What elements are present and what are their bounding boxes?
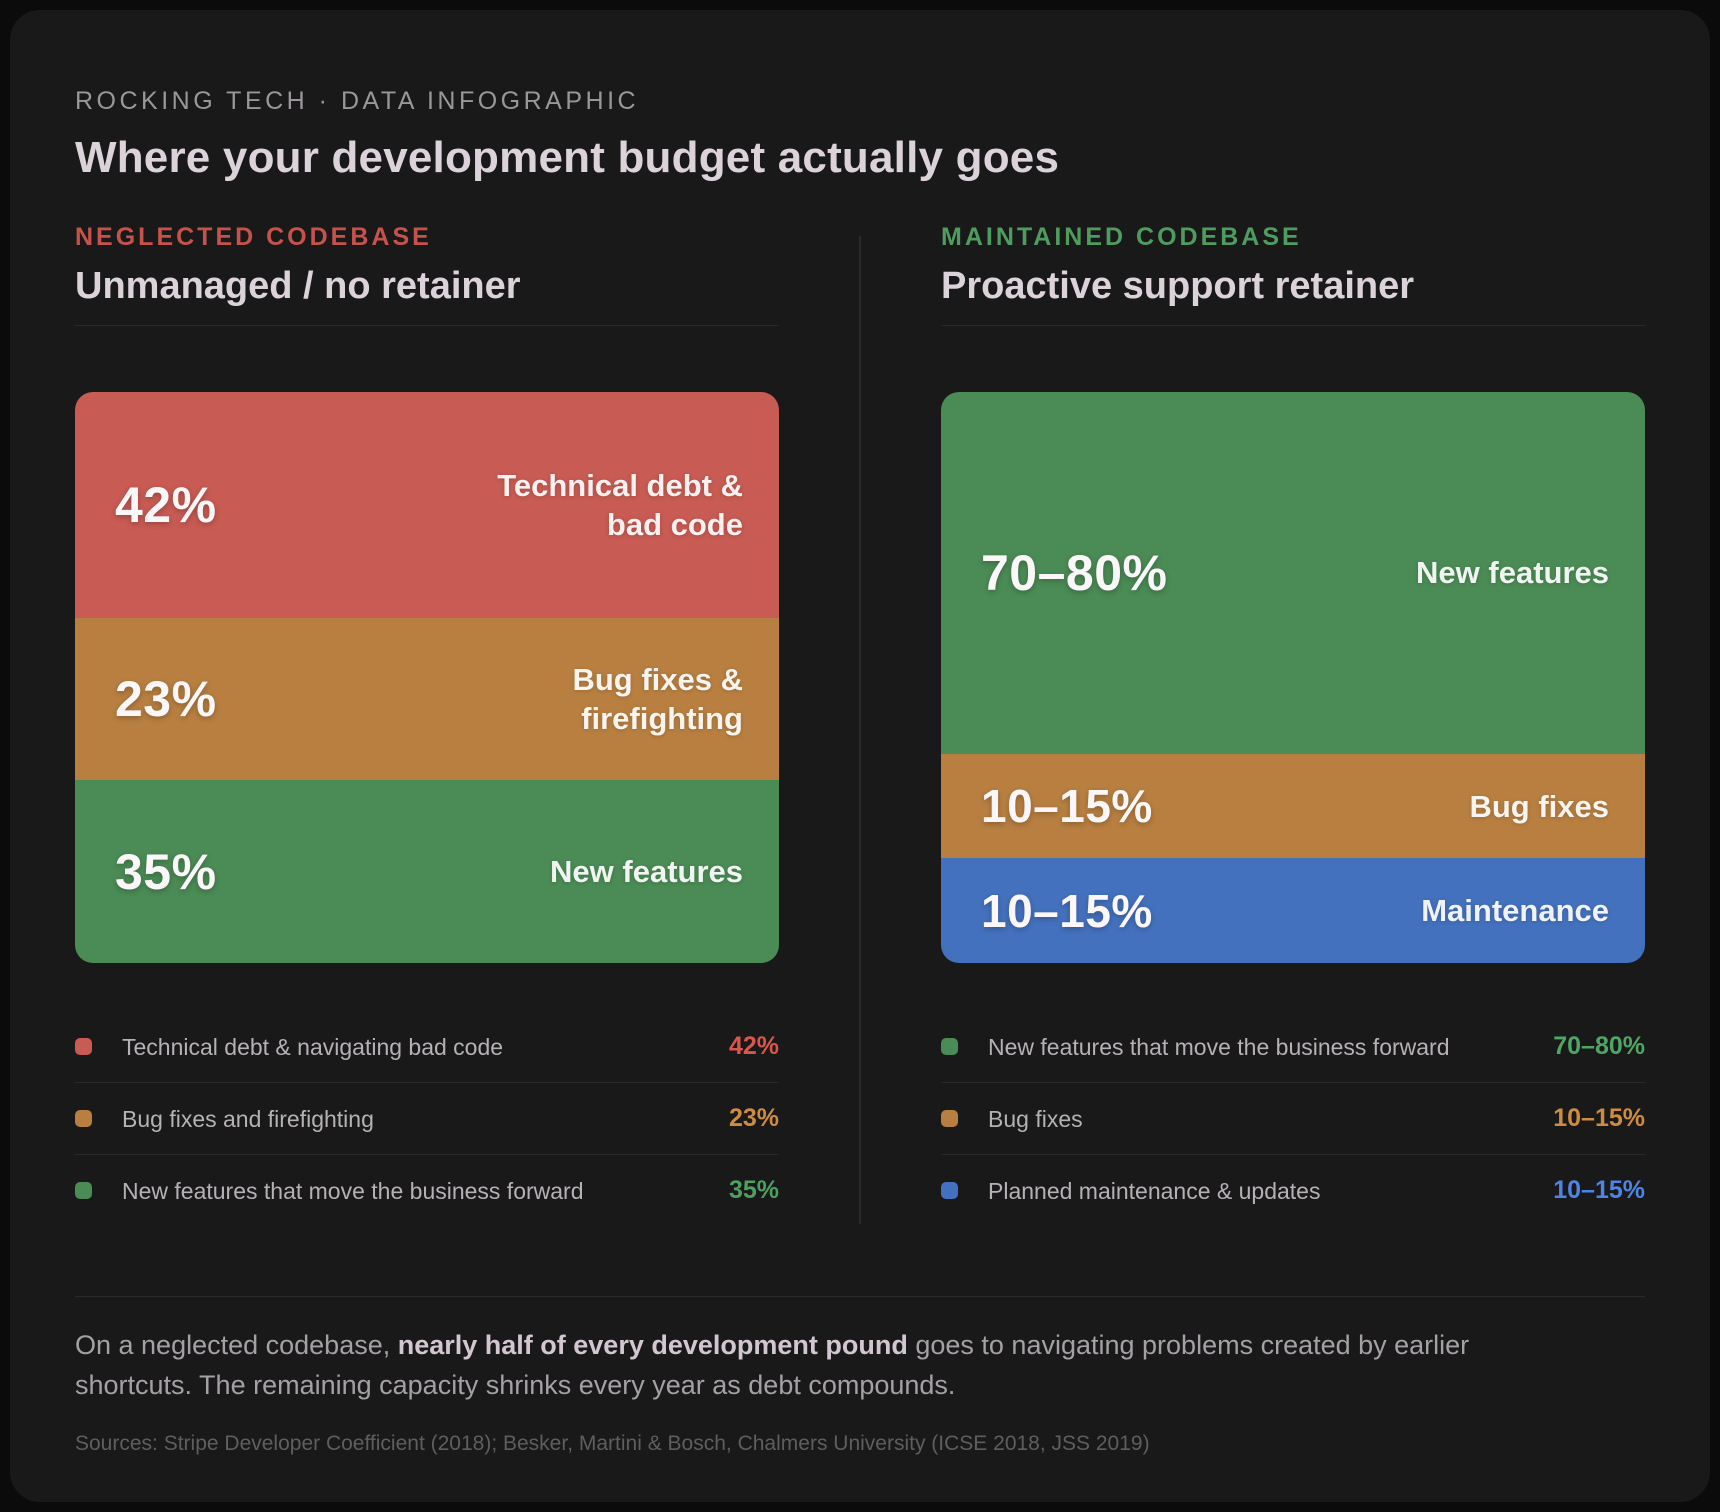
legend-value: 23%	[728, 1104, 779, 1132]
legend-value: 70–80%	[1553, 1032, 1645, 1060]
page-title: Where your development budget actually g…	[75, 133, 1060, 182]
legend-item: New features that move the business forw…	[75, 1177, 584, 1205]
legend-value: 42%	[728, 1032, 779, 1060]
legend-item: Bug fixes and firefighting	[75, 1105, 374, 1133]
legend-row: Bug fixes 10–15%	[941, 1082, 1645, 1154]
legend-label: Planned maintenance & updates	[988, 1177, 1321, 1204]
chart-segment: 35% New features	[75, 780, 779, 963]
legend-swatch	[941, 1038, 958, 1055]
chart-segment: 10–15% Maintenance	[941, 858, 1645, 963]
column-subtitle-neglected: Unmanaged / no retainer	[75, 265, 521, 307]
legend-value: 10–15%	[1553, 1176, 1645, 1204]
column-kicker-neglected: NEGLECTED CODEBASE	[75, 223, 432, 251]
summary-bold: nearly half of every development pound	[397, 1330, 908, 1360]
legend-value: 35%	[728, 1176, 779, 1204]
legend-swatch	[75, 1038, 92, 1055]
chart-segment: 23% Bug fixes & firefighting	[75, 618, 779, 781]
legend-swatch	[941, 1182, 958, 1199]
segment-value: 35%	[115, 843, 217, 900]
segment-value: 10–15%	[981, 780, 1153, 833]
legend-label: Bug fixes and firefighting	[122, 1105, 374, 1132]
chart-segment: 10–15% Bug fixes	[941, 753, 1645, 859]
legend-row: New features that move the business forw…	[941, 1011, 1645, 1082]
sources-note: Sources: Stripe Developer Coefficient (2…	[75, 1432, 1150, 1455]
summary-paragraph: On a neglected codebase, nearly half of …	[75, 1325, 1475, 1405]
legend-item: Planned maintenance & updates	[941, 1177, 1320, 1205]
legend-swatch	[75, 1182, 92, 1199]
infographic-panel: ROCKING TECH · DATA INFOGRAPHIC Where yo…	[10, 10, 1710, 1502]
segment-label: New features	[1416, 555, 1609, 591]
legend-label: Technical debt & navigating bad code	[122, 1033, 504, 1060]
legend-item: New features that move the business forw…	[941, 1033, 1450, 1061]
legend-item: Technical debt & navigating bad code	[75, 1033, 503, 1061]
segment-value: 23%	[115, 671, 217, 728]
legend-swatch	[75, 1110, 92, 1127]
summary-rest: goes to navigating problems created by e…	[75, 1330, 1470, 1400]
legend-row: Bug fixes and firefighting 23%	[75, 1082, 779, 1154]
legend-label: New features that move the business forw…	[122, 1177, 584, 1204]
segment-label: New features	[550, 854, 743, 890]
segment-value: 70–80%	[981, 544, 1168, 601]
column-subtitle-maintained: Proactive support retainer	[941, 265, 1415, 307]
stacked-bar-chart-neglected: 42% Technical debt & bad code 23% Bug fixes…	[75, 392, 779, 963]
column-kicker-maintained: MAINTAINED CODEBASE	[941, 223, 1302, 251]
legend-row: Planned maintenance & updates 10–15%	[941, 1154, 1645, 1226]
legend-label: New features that move the business forw…	[988, 1033, 1450, 1060]
legend-value: 10–15%	[1553, 1104, 1645, 1132]
segment-value: 10–15%	[981, 884, 1153, 937]
legend-label: Bug fixes	[988, 1105, 1083, 1132]
segment-value: 42%	[115, 477, 217, 534]
segment-label: Bug fixes	[1469, 788, 1609, 824]
chart-legend-neglected: Technical debt & navigating bad code 42% B…	[75, 1011, 779, 1226]
column-neglected: NEGLECTED CODEBASE Unmanaged / no retain…	[75, 222, 779, 1226]
legend-row: New features that move the business forw…	[75, 1154, 779, 1226]
chart-legend-maintained: New features that move the business forw…	[941, 1011, 1645, 1226]
segment-label: Maintenance	[1421, 893, 1609, 929]
comparison-columns: NEGLECTED CODEBASE Unmanaged / no retain…	[75, 222, 1645, 1226]
brand-eyebrow: ROCKING TECH · DATA INFOGRAPHIC	[75, 87, 640, 115]
stacked-bar-chart-maintained: 70–80% New features 10–15% Bug fixes 10–15% M…	[941, 392, 1645, 963]
chart-segment: 70–80% New features	[941, 392, 1645, 754]
summary-lead: On a neglected codebase,	[75, 1330, 398, 1360]
segment-label: Bug fixes & firefighting	[572, 662, 743, 737]
header-rule	[75, 325, 779, 326]
column-divider	[859, 236, 861, 1224]
legend-row: Technical debt & navigating bad code 42%	[75, 1011, 779, 1082]
legend-item: Bug fixes	[941, 1105, 1083, 1133]
section-divider	[75, 1296, 1645, 1297]
column-maintained: MAINTAINED CODEBASE Proactive support re…	[941, 222, 1645, 1226]
chart-segment: 42% Technical debt & bad code	[75, 392, 779, 619]
legend-swatch	[941, 1110, 958, 1127]
segment-label: Technical debt & bad code	[497, 468, 743, 543]
header-rule	[941, 325, 1645, 326]
